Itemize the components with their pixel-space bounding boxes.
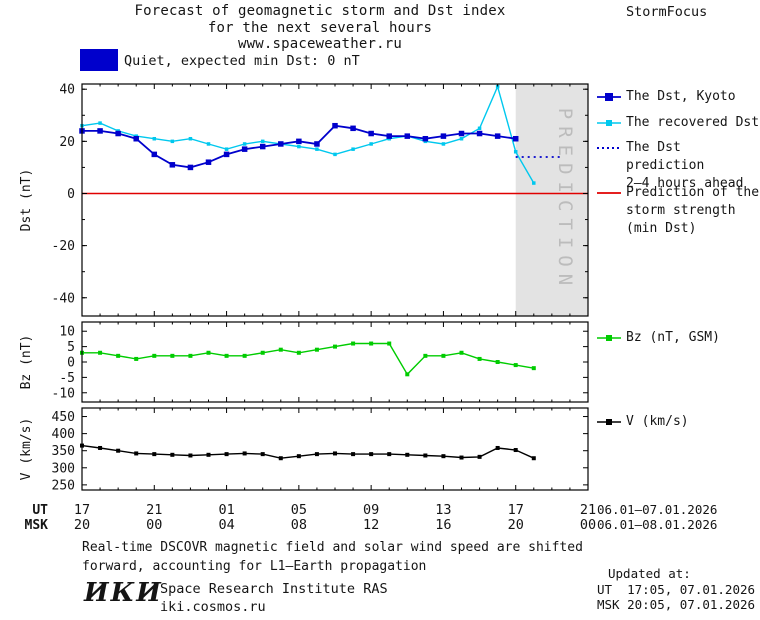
page-title: Forecast of geomagnetic storm and Dst in… <box>90 3 550 53</box>
legend-dst-prediction: The Dst prediction 2–4 hours ahead <box>597 139 760 193</box>
msk-tick-label: 08 <box>291 517 307 533</box>
dst-kyoto-marker-icon <box>597 93 621 101</box>
msk-axis-label: MSK <box>25 518 49 533</box>
legend-storm-strength-label: Prediction of the storm strength (min Ds… <box>626 185 760 236</box>
institute-name: Space Research Institute RAS <box>160 581 388 597</box>
v-ytick-label: 350 <box>52 444 75 459</box>
iki-logo: ИКИ <box>84 578 163 608</box>
v-ytick-label: 400 <box>52 427 75 442</box>
msk-tick-label: 04 <box>218 517 234 533</box>
v-ytick-label: 300 <box>52 461 75 476</box>
dst-ytick-label: 40 <box>59 83 75 98</box>
prediction-band-label: PREDICTION <box>554 108 576 292</box>
v-ytick-label: 450 <box>52 410 75 425</box>
msk-tick-label: 00 <box>146 517 162 533</box>
title-line-1: Forecast of geomagnetic storm and Dst in… <box>134 3 506 19</box>
ut-tick-label: 21 <box>146 502 162 518</box>
v-panel: 450 400 350 300 250 V (km/s) <box>19 407 589 493</box>
msk-tick-label: 20 <box>508 517 524 533</box>
legend-dst-kyoto-label: The Dst, Kyoto <box>626 89 736 104</box>
bz-ytick-label: 5 <box>67 340 75 355</box>
updated-at-label: Updated at: <box>608 566 691 581</box>
dst-ytick-label: 20 <box>59 135 75 150</box>
legend-recovered-dst: The recovered Dst <box>597 114 759 132</box>
bz-axis-title: Bz (nT) <box>19 335 34 390</box>
legend-v-label: V (km/s) <box>626 414 689 429</box>
bz-ytick-label: -5 <box>59 371 75 386</box>
ut-tick-label: 09 <box>363 502 379 518</box>
dst-ytick-label: -40 <box>52 291 75 306</box>
bz-frame <box>81 321 589 403</box>
storm-strength-marker-icon <box>597 192 621 194</box>
date-range-ut: 06.01–07.01.2026 <box>597 502 717 517</box>
msk-tick-label: 16 <box>435 517 451 533</box>
propagation-note: Real-time DSCOVR magnetic field and sola… <box>82 539 583 576</box>
msk-tick-label: 20 <box>74 517 90 533</box>
bz-ytick-label: 0 <box>67 356 75 371</box>
bz-marker-icon <box>597 335 621 341</box>
propagation-note-line-1: Real-time DSCOVR magnetic field and sola… <box>82 540 583 555</box>
v-ytick-label: 250 <box>52 478 75 493</box>
v-axis-title: V (km/s) <box>19 418 34 481</box>
updated-msk: MSK 20:05, 07.01.2026 <box>597 597 756 612</box>
legend-dst-kyoto: The Dst, Kyoto <box>597 88 736 106</box>
prediction-band <box>515 84 588 316</box>
ut-tick-label: 17 <box>508 502 524 518</box>
legend-dst-prediction-label: The Dst prediction 2–4 hours ahead <box>626 140 744 191</box>
series-solar-wind-speed <box>81 444 535 459</box>
dst-ytick-label: 0 <box>67 187 75 202</box>
title-url: www.spaceweather.ru <box>238 36 402 52</box>
dst-panel: PREDICTION 40 20 0 -20 -40 Dst (nT) <box>19 83 589 317</box>
dst-frame <box>81 83 589 317</box>
quiet-status-text: Quiet, expected min Dst: 0 nT <box>124 53 360 69</box>
v-marker-icon <box>597 419 621 425</box>
ut-tick-label: 01 <box>218 502 234 518</box>
ut-tick-label: 13 <box>435 502 451 518</box>
institute-site: iki.cosmos.ru <box>160 599 266 615</box>
msk-tick-label: 00 <box>580 517 596 533</box>
updated-ut: UT 17:05, 07.01.2026 <box>597 582 756 597</box>
title-line-2: for the next several hours <box>207 19 433 36</box>
ut-tick-label: 05 <box>291 502 307 518</box>
legend-bz: Bz (nT, GSM) <box>597 329 720 347</box>
series-recovered-dst <box>81 84 535 184</box>
series-bz-gsm <box>82 342 534 376</box>
bz-ytick-label: 10 <box>59 325 75 340</box>
legend-bz-label: Bz (nT, GSM) <box>626 330 720 345</box>
msk-tick-label: 12 <box>363 517 379 533</box>
ut-tick-label: 21 <box>580 502 596 518</box>
stormfocus-brand: StormFocus <box>626 4 708 20</box>
recovered-dst-marker-icon <box>597 120 621 126</box>
quiet-status-swatch <box>80 49 118 71</box>
dst-axis-title: Dst (nT) <box>19 169 34 232</box>
date-range-msk: 06.01–08.01.2026 <box>597 517 717 532</box>
legend-v: V (km/s) <box>597 413 689 431</box>
propagation-note-line-2: forward, accounting for L1–Earth propaga… <box>82 558 427 574</box>
dst-prediction-marker-icon <box>597 147 621 149</box>
dst-ytick-label: -20 <box>52 239 75 254</box>
legend-storm-strength: Prediction of the storm strength (min Ds… <box>597 184 759 238</box>
ut-axis-label: UT <box>32 503 48 518</box>
bz-ytick-label: -10 <box>52 386 75 401</box>
legend-recovered-dst-label: The recovered Dst <box>626 115 760 130</box>
ut-tick-label: 17 <box>74 502 90 518</box>
